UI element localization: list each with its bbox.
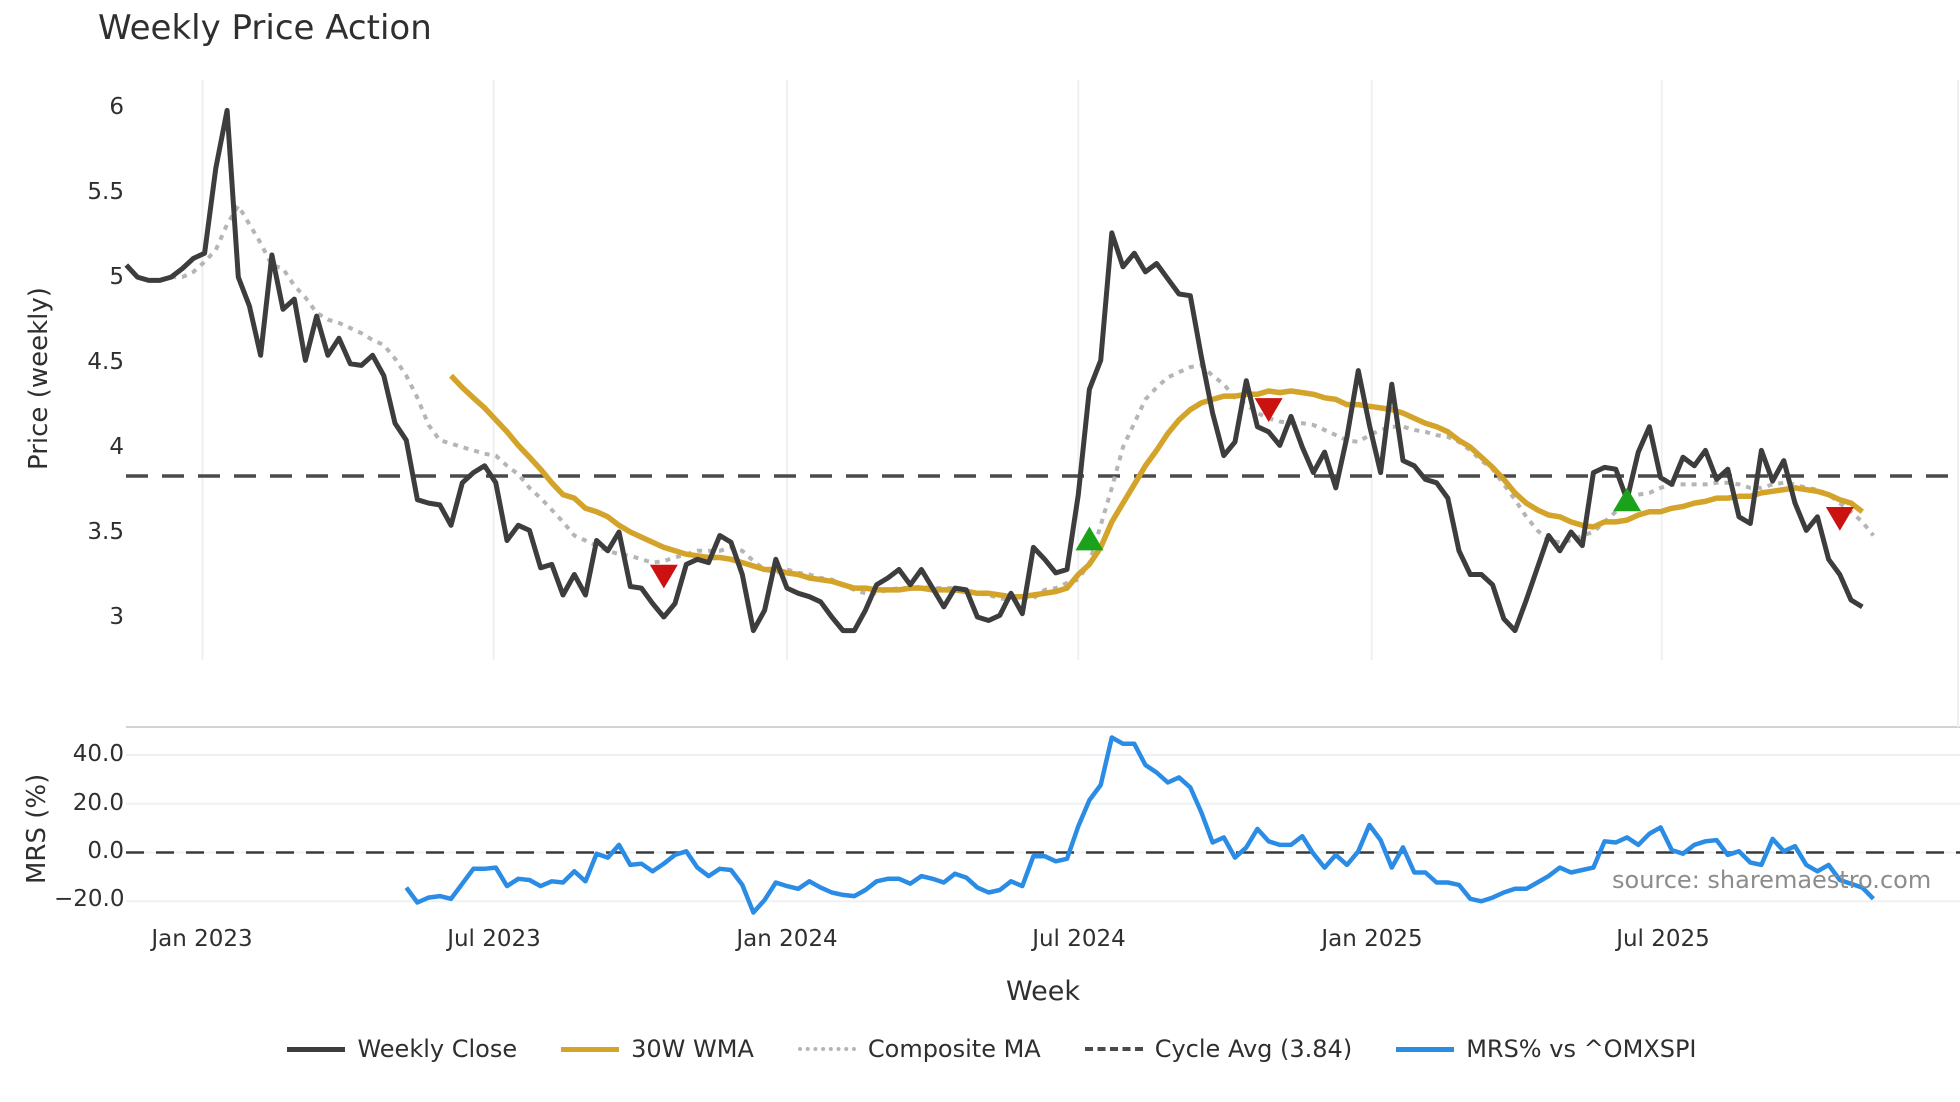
- price-tick: 4: [109, 434, 124, 460]
- price-tick: 3: [109, 604, 124, 630]
- sell-signal-icon: [1825, 506, 1854, 531]
- buy-signal-icon: [1075, 526, 1104, 551]
- legend-item-cycle-avg[interactable]: Cycle Avg (3.84): [1084, 1035, 1353, 1063]
- x-tick: Jan 2024: [736, 926, 838, 952]
- mrs-tick: 0.0: [87, 838, 124, 864]
- mrs-tick: 20.0: [72, 790, 124, 816]
- source-watermark: source: sharemaestro.com: [1612, 866, 1932, 894]
- legend: Weekly Close 30W WMA Composite MA Cycle …: [0, 1035, 1960, 1063]
- legend-label: MRS% vs ^OMXSPI: [1466, 1035, 1697, 1063]
- dotted-line-icon: [797, 1047, 856, 1051]
- price-panel-gridlines: [201, 80, 1663, 660]
- legend-item-mrs[interactable]: MRS% vs ^OMXSPI: [1396, 1035, 1697, 1063]
- legend-label: 30W WMA: [631, 1035, 754, 1063]
- mrs-line: [404, 735, 1875, 915]
- x-tick: Jan 2025: [1321, 926, 1423, 952]
- price-tick: 3.5: [87, 519, 124, 545]
- signal-markers: [649, 398, 1854, 589]
- price-tick: 5.5: [87, 179, 124, 205]
- solid-line-icon: [1396, 1046, 1455, 1052]
- x-axis-label: Week: [1006, 976, 1080, 1007]
- solid-line-icon: [287, 1046, 346, 1052]
- price-tick: 5: [109, 264, 124, 290]
- x-tick: Jul 2024: [1032, 926, 1126, 952]
- sell-signal-icon: [649, 564, 678, 589]
- solid-line-icon: [561, 1046, 620, 1052]
- mrs-tick: 40.0: [72, 741, 124, 767]
- mrs-panel-series: [126, 735, 1960, 915]
- legend-label: Cycle Avg (3.84): [1154, 1035, 1353, 1063]
- mrs-axis-label: MRS (%): [22, 773, 52, 884]
- price-panel-series: [124, 107, 1960, 634]
- sell-signal-icon: [1254, 398, 1283, 422]
- weekly-close-line: [124, 107, 1864, 634]
- legend-label: Composite MA: [867, 1035, 1041, 1063]
- legend-item-weekly-close[interactable]: Weekly Close: [287, 1035, 517, 1063]
- buy-signal-icon: [1613, 487, 1642, 512]
- 30w-wma-line: [449, 373, 1864, 600]
- legend-item-composite-ma[interactable]: Composite MA: [797, 1035, 1041, 1063]
- price-tick: 4.5: [87, 349, 124, 375]
- chart-title: Weekly Price Action: [98, 8, 432, 48]
- legend-label: Weekly Close: [357, 1035, 518, 1063]
- mrs-tick: −20.0: [54, 886, 125, 912]
- price-tick: 6: [109, 94, 124, 120]
- price-axis-label: Price (weekly): [24, 287, 54, 470]
- x-tick: Jul 2023: [447, 926, 541, 952]
- x-tick: Jan 2023: [151, 926, 253, 952]
- x-tick: Jul 2025: [1616, 926, 1710, 952]
- legend-item-30w-wma[interactable]: 30W WMA: [561, 1035, 754, 1063]
- composite-ma-line: [171, 203, 1875, 602]
- dashed-line-icon: [1084, 1047, 1143, 1051]
